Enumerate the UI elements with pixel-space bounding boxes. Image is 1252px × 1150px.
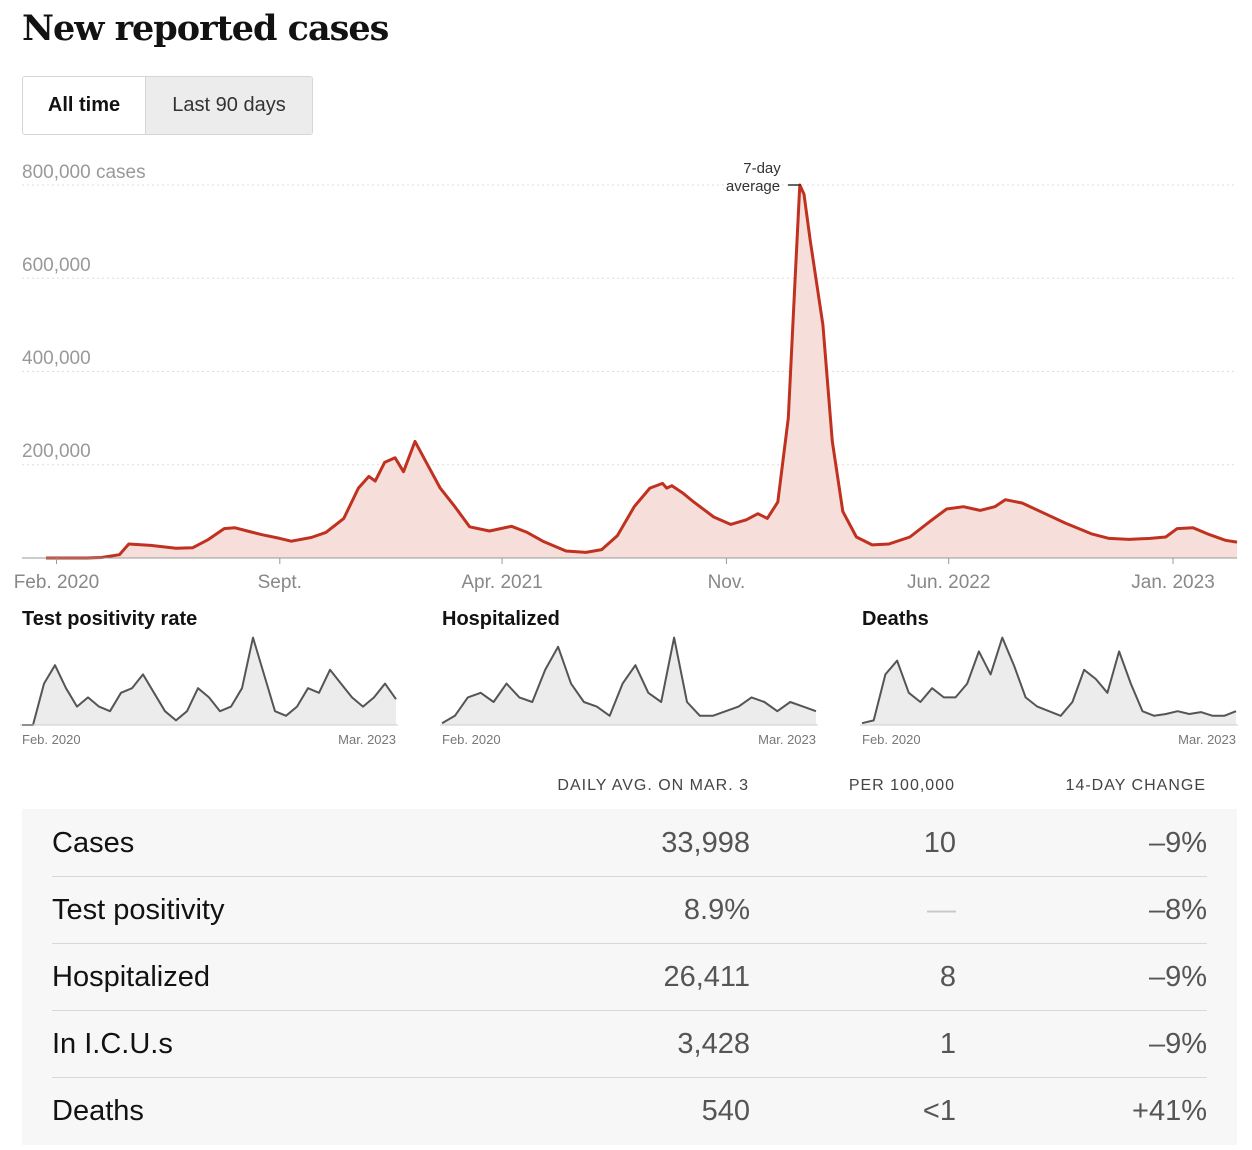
x-tick-label: Jan. 2023 [1131, 572, 1214, 593]
change-value: –8% [1148, 894, 1207, 926]
x-tick-label: Apr. 2021 [461, 572, 542, 593]
daily-avg-value: 33,998 [661, 827, 750, 859]
daily-avg-value: 540 [701, 1095, 750, 1127]
table-row-test-positivity: Test positivity 8.9% — –8% [52, 876, 1207, 944]
annotation-label: 7-day [743, 160, 781, 177]
x-tick-label: Nov. [708, 572, 746, 593]
daily-avg-value: 8.9% [683, 894, 750, 926]
per-100k-value: — [927, 894, 956, 926]
row-label: Deaths [52, 1095, 144, 1127]
x-tick-label: Jun. 2022 [907, 572, 990, 593]
y-tick-label: 800,000 cases [22, 162, 146, 183]
row-label: Test positivity [52, 894, 225, 926]
cases-line [46, 183, 1238, 560]
hospitalized-chart: Feb. 2020 Mar. 2023 [440, 636, 818, 747]
row-label: Hospitalized [52, 961, 210, 993]
daily-avg-value: 26,411 [663, 961, 750, 993]
time-range-toggle: All time Last 90 days [22, 76, 313, 135]
per-100k-value: 1 [939, 1028, 956, 1060]
deaths-line [861, 636, 1237, 725]
table-row-deaths: Deaths 540 <1 +41% [52, 1077, 1207, 1144]
row-label: In I.C.U.s [52, 1028, 173, 1060]
daily-avg-value: 3,428 [677, 1028, 750, 1060]
page-title: New reported cases [22, 8, 389, 49]
column-header-daily-avg: DAILY AVG. ON MAR. 3 [557, 777, 749, 794]
change-value: –9% [1148, 1028, 1207, 1060]
x-axis: Feb. 2020 Sept. Apr. 2021 Nov. Jun. 2022 Jan.… [14, 557, 1237, 593]
summary-table: Cases 33,998 10 –9% Test positivity 8.9%… [22, 809, 1237, 1145]
deaths-chart: Feb. 2020 Mar. 2023 [860, 636, 1238, 747]
column-header-per-100k: PER 100,000 [848, 777, 955, 794]
last-90-days-button[interactable]: Last 90 days [145, 77, 312, 134]
table-row-cases: Cases 33,998 10 –9% [52, 809, 1207, 877]
y-tick-label: 200,000 [22, 441, 91, 462]
x-tick-label: Feb. 2020 [22, 732, 81, 747]
change-value: –9% [1148, 827, 1207, 859]
x-tick-label: Feb. 2020 [862, 732, 921, 747]
x-tick-label: Sept. [258, 572, 302, 593]
table-row-icu: In I.C.U.s 3,428 1 –9% [52, 1010, 1207, 1078]
y-tick-label: 600,000 [22, 255, 91, 276]
test-positivity-chart: Feb. 2020 Mar. 2023 [20, 636, 398, 747]
row-label: Cases [52, 827, 135, 859]
x-tick-label: Mar. 2023 [338, 732, 396, 747]
column-header-14-day-change: 14-DAY CHANGE [1065, 777, 1206, 794]
test-positivity-title: Test positivity rate [22, 608, 198, 630]
per-100k-value: <1 [922, 1095, 956, 1127]
per-100k-value: 10 [923, 827, 956, 859]
deaths-area [862, 637, 1236, 725]
all-time-button[interactable]: All time [23, 77, 145, 134]
cases-chart: 800,000 cases 600,000 400,000 200,000 Fe… [14, 160, 1238, 593]
hospitalized-line [441, 636, 817, 725]
hospitalized-area [442, 637, 816, 725]
hospitalized-title: Hospitalized [442, 608, 560, 630]
average-annotation: 7-day average [726, 160, 801, 195]
change-value: +41% [1132, 1095, 1207, 1127]
y-tick-label: 400,000 [22, 348, 91, 369]
grid-lines [22, 184, 1237, 466]
y-axis: 800,000 cases 600,000 400,000 200,000 [22, 162, 146, 462]
x-tick-label: Mar. 2023 [758, 732, 816, 747]
x-tick-label: Feb. 2020 [442, 732, 501, 747]
per-100k-value: 8 [939, 961, 956, 993]
x-tick-label: Feb. 2020 [14, 572, 100, 593]
change-value: –9% [1148, 961, 1207, 993]
deaths-title: Deaths [862, 608, 929, 630]
x-tick-label: Mar. 2023 [1178, 732, 1236, 747]
annotation-label: average [726, 178, 780, 195]
table-row-hospitalized: Hospitalized 26,411 8 –9% [52, 943, 1207, 1011]
test-positivity-line [22, 636, 397, 726]
